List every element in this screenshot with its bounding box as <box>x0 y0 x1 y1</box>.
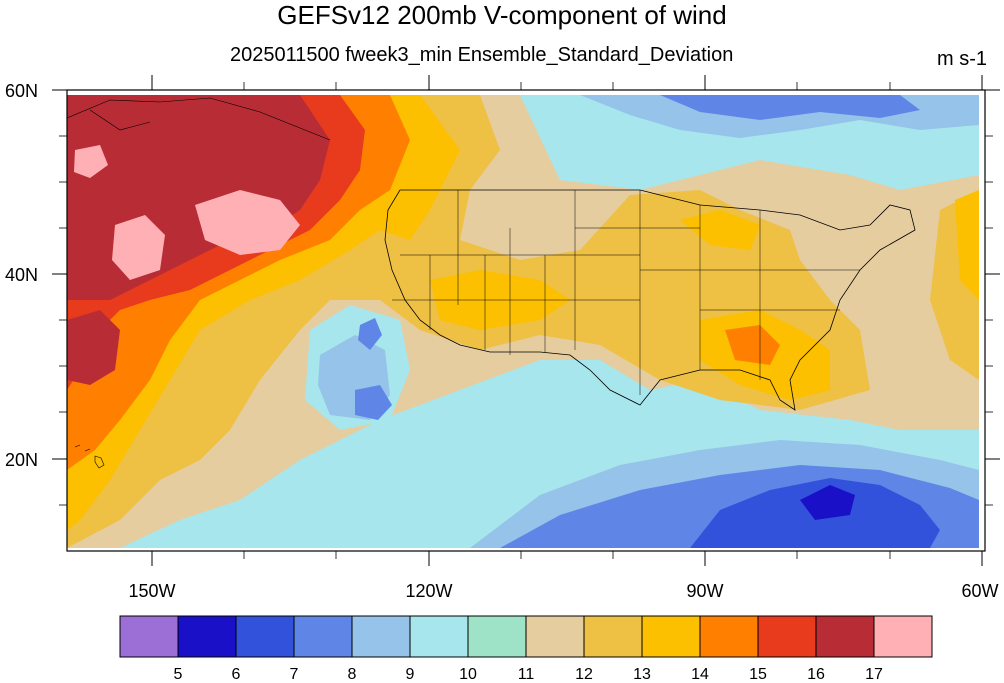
colorbar-swatch <box>699 615 759 658</box>
contour-region-14b <box>725 325 780 365</box>
land-outlines <box>67 97 916 469</box>
colorbar-tick-label: 8 <box>348 666 357 683</box>
contour-region-17c <box>74 145 108 178</box>
plot-title: GEFSv12 200mb V-component of wind <box>277 0 727 30</box>
contour-region-17a <box>195 190 300 255</box>
contour-region-16b <box>67 310 120 385</box>
colorbar-swatch <box>467 615 527 658</box>
plot-subtitle: 2025011500 fweek3_min Ensemble_Standard_… <box>230 44 734 66</box>
contour-region-7d <box>358 318 382 350</box>
colorbar: 5 6 7 8 9 10 11 12 13 14 15 16 17 <box>119 615 933 683</box>
colorbar-swatch <box>583 615 643 658</box>
axis-ticks <box>52 75 1000 566</box>
lon-label-150w: 150W <box>128 581 175 601</box>
colorbar-tick-label: 13 <box>633 666 651 683</box>
colorbar-swatch <box>757 615 817 658</box>
map-plot-area: 60N 40N 20N 150W 120W 90W 60W <box>5 75 1000 601</box>
contour-region-9d <box>540 360 600 410</box>
contour-region-13e <box>955 190 979 300</box>
colorbar-swatch <box>815 615 875 658</box>
lat-label-60n: 60N <box>5 81 38 101</box>
colorbar-tick-label: 12 <box>575 666 593 683</box>
colorbar-swatch <box>873 615 933 658</box>
state-boundaries <box>392 190 860 395</box>
colorbar-swatch <box>409 615 469 658</box>
colorbar-tick-label: 14 <box>691 666 709 683</box>
map-frame <box>66 89 986 552</box>
contour-fill <box>67 95 979 548</box>
contour-region-7b <box>355 385 392 420</box>
colorbar-tick-label: 15 <box>749 666 767 683</box>
colorbar-tick-label: 7 <box>290 666 299 683</box>
colorbar-tick-label: 6 <box>232 666 241 683</box>
lat-label-20n: 20N <box>5 450 38 470</box>
colorbar-tick-label: 9 <box>406 666 415 683</box>
axis-minor-ticks <box>59 82 993 559</box>
colorbar-tick-label: 11 <box>518 666 535 683</box>
colorbar-tick-label: 5 <box>174 666 183 683</box>
hawaii <box>74 444 105 469</box>
units-label: m s-1 <box>937 48 987 70</box>
colorbar-tick-label: 17 <box>865 666 883 683</box>
contour-region-7a <box>660 95 920 120</box>
lat-label-40n: 40N <box>5 265 38 285</box>
alaska-canada-coast <box>67 97 331 141</box>
colorbar-swatch <box>235 615 295 658</box>
colorbar-swatch <box>525 615 585 658</box>
colorbar-swatch <box>351 615 411 658</box>
lon-label-60w: 60W <box>961 581 998 601</box>
colorbar-swatch <box>177 615 237 658</box>
us-outline <box>384 189 916 411</box>
colorbar-swatch <box>293 615 353 658</box>
contour-region-17b <box>112 215 165 280</box>
contour-region-5 <box>800 485 855 520</box>
colorbar-swatch <box>119 615 179 658</box>
lon-label-90w: 90W <box>686 581 723 601</box>
colorbar-tick-label: 16 <box>807 666 825 683</box>
colorbar-swatch <box>641 615 701 658</box>
lon-label-120w: 120W <box>405 581 452 601</box>
colorbar-tick-label: 10 <box>459 666 477 683</box>
